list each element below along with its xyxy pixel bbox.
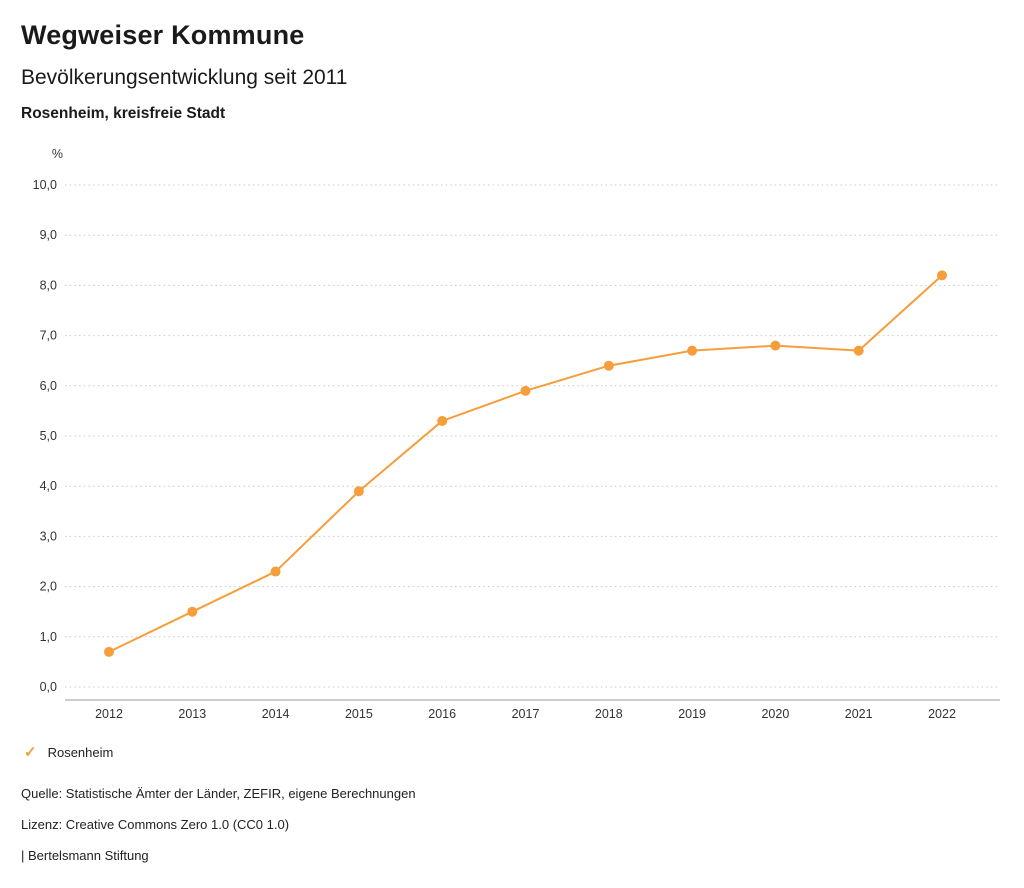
chart-legend: ✓ Rosenheim	[24, 745, 113, 760]
y-tick-label: 8,0	[40, 278, 57, 292]
x-tick-label: 2020	[761, 707, 789, 721]
y-tick-label: 0,0	[40, 680, 57, 694]
check-icon: ✓	[24, 744, 37, 761]
x-tick-label: 2014	[262, 707, 290, 721]
y-tick-label: 10,0	[33, 178, 57, 192]
license-text: Lizenz: Creative Commons Zero 1.0 (CC0 1…	[21, 817, 290, 832]
y-tick-label: 9,0	[40, 228, 57, 242]
y-tick-label: 2,0	[40, 580, 57, 594]
data-point	[937, 270, 947, 281]
series-line	[108, 274, 943, 653]
data-point	[353, 486, 364, 497]
y-tick-label: 4,0	[40, 479, 57, 493]
legend-label: Rosenheim	[47, 745, 114, 760]
y-tick-label: 1,0	[40, 630, 57, 644]
y-axis-unit-label: %	[52, 147, 63, 161]
x-tick-label: 2021	[845, 707, 873, 721]
x-tick-label: 2018	[595, 707, 623, 721]
x-tick-label: 2012	[95, 707, 123, 721]
region-label: Rosenheim, kreisfreie Stadt	[21, 105, 226, 122]
data-point	[520, 385, 531, 396]
data-point	[437, 415, 448, 426]
data-point	[603, 360, 614, 371]
y-tick-label: 7,0	[40, 329, 57, 343]
brand-text: | Bertelsmann Stiftung	[21, 848, 149, 863]
y-tick-label: 6,0	[40, 379, 57, 393]
y-tick-label: 3,0	[40, 529, 57, 543]
x-tick-label: 2013	[178, 707, 206, 721]
x-tick-label: 2015	[345, 707, 373, 721]
data-point	[270, 566, 281, 577]
chart-canvas: % 0,0 1,0 2,0 3,0 4,0 5,0 6,0 7,0 8,0 9,0 10,0 2012 2…	[33, 147, 1000, 721]
x-tick-label: 2022	[928, 707, 956, 721]
data-point	[770, 340, 781, 351]
chart-subtitle: Bevölkerungsentwicklung seit 2011	[21, 66, 348, 89]
y-tick-label: 5,0	[40, 429, 57, 443]
line-chart: % 0,0 1,0 2,0 3,0 4,0 5,0 6,0 7,0 8,0 9,0 10,0 2012 2…	[0, 140, 1024, 735]
data-point	[853, 345, 864, 356]
x-tick-label: 2019	[678, 707, 706, 721]
page-title: Wegweiser Kommune	[21, 20, 305, 50]
data-point	[187, 606, 198, 617]
x-tick-label: 2017	[512, 707, 540, 721]
data-point	[104, 646, 114, 657]
source-text: Quelle: Statistische Ämter der Länder, Z…	[21, 786, 416, 801]
data-point	[687, 345, 698, 356]
x-tick-label: 2016	[428, 707, 456, 721]
